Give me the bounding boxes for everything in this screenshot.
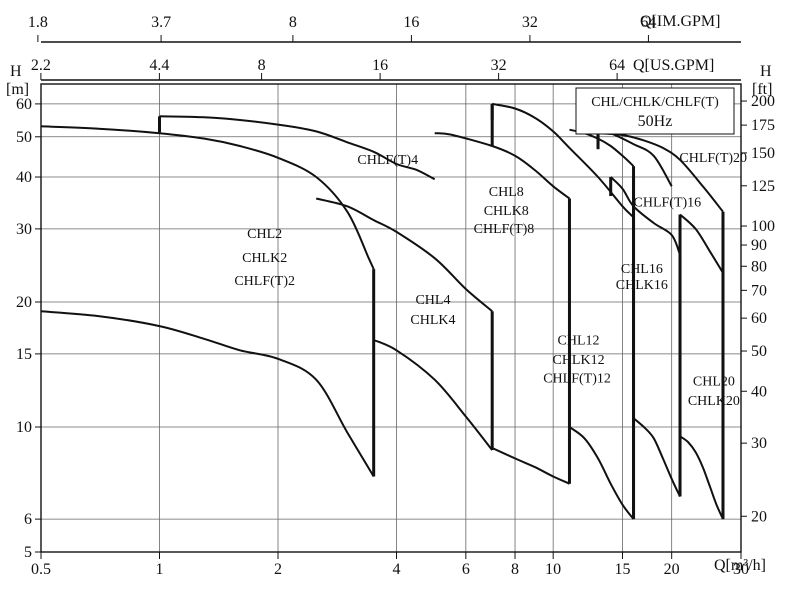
curve-lower-chl8-chlk8-chlf-t-8 xyxy=(491,447,570,485)
top-im-tick-label: 3.7 xyxy=(151,14,171,31)
series-label: CHL8 xyxy=(489,185,524,200)
top-us-tick-label: 64 xyxy=(609,57,625,74)
y-tick-label-right: 90 xyxy=(751,237,767,254)
top-im-tick-label: 16 xyxy=(403,14,419,31)
y-tick-label-right: 70 xyxy=(751,282,767,299)
series-label: CHL20 xyxy=(693,374,735,389)
curve-upper-chlf-t-20 xyxy=(597,132,724,213)
curve-upper-chl4-chlk4 xyxy=(315,197,493,313)
series-label: CHL12 xyxy=(558,334,600,349)
y-tick-label-right: 100 xyxy=(751,218,775,235)
legend-frame xyxy=(575,87,735,135)
y-tick-label-right: 40 xyxy=(751,383,767,400)
top-im-tick-label: 1.8 xyxy=(28,14,48,31)
tick-label-layer: 0.5 1 2 4 6 8 10 15 20 30 5 6 10 15 20 30 40 50 60 20 30 40 50… xyxy=(16,14,775,578)
series-label: CHLF(T)16 xyxy=(634,195,702,210)
curve-lower-chl12-chlk12-chlf-t-12 xyxy=(568,426,635,520)
x-tick-label: 4 xyxy=(393,561,401,578)
series-label: CHLK8 xyxy=(484,204,529,219)
x-tick-label: 0.5 xyxy=(31,561,51,578)
x-tick-label: 20 xyxy=(664,561,680,578)
chart-title: CHL/CHLK/CHLF(T) xyxy=(591,95,719,110)
series-label: CHLK20 xyxy=(688,394,740,409)
x-tick-label: 15 xyxy=(614,561,630,578)
series-label: CHLK2 xyxy=(242,251,287,266)
y-tick-label-left: 15 xyxy=(16,346,32,363)
curve-lower-chl20-chlk20 xyxy=(679,435,724,520)
y-tick-label-left: 60 xyxy=(16,96,32,113)
top-us-tick-label: 32 xyxy=(491,57,507,74)
y-tick-label-left: 30 xyxy=(16,221,32,238)
y-tick-label-left: 5 xyxy=(24,544,32,561)
y-axis-left-unit: [m] xyxy=(6,81,29,98)
top-us-tick-label: 8 xyxy=(258,57,266,74)
top-axis-us-title: Q[US.GPM] xyxy=(633,57,714,74)
y-tick-label-left: 20 xyxy=(16,294,32,311)
curve-upper-chlf-t-8-curve xyxy=(491,102,635,219)
y-axis-left-title: H xyxy=(10,63,22,80)
top-im-tick-label: 8 xyxy=(289,14,297,31)
series-label: CHLF(T)12 xyxy=(543,371,611,386)
x-tick-label: 1 xyxy=(156,561,164,578)
series-label: CHL2 xyxy=(247,227,282,242)
y-tick-label-left: 10 xyxy=(16,419,32,436)
series-label: CHL4 xyxy=(415,293,450,308)
y-axis-right-unit: [ft] xyxy=(752,81,772,98)
chart-subtitle: 50Hz xyxy=(638,113,673,130)
series-label: CHLF(T)2 xyxy=(234,274,295,289)
x-axis-title: Q[m³/h] xyxy=(714,557,766,574)
y-tick-label-right: 175 xyxy=(751,117,775,134)
legend-box: CHL/CHLK/CHLF(T) 50Hz xyxy=(575,87,735,135)
series-label: CHLK4 xyxy=(410,313,455,328)
curve-layer xyxy=(40,102,725,520)
curve-upper-chl16-chlk16 xyxy=(609,176,681,256)
x-tick-label: 8 xyxy=(511,561,519,578)
top-im-tick-label: 64 xyxy=(640,14,656,31)
y-tick-label-left: 6 xyxy=(24,511,32,528)
x-tick-label: 6 xyxy=(462,561,470,578)
y-tick-label-right: 200 xyxy=(751,93,775,110)
x-tick-label: 10 xyxy=(545,561,561,578)
curve-upper-chl8-chlk8-chlf-t-8 xyxy=(434,132,571,200)
annotation-layer: CHLF(T)4 CHL2 CHLK2 CHLF(T)2 CHL4 CHLK4 CHL8 CH… xyxy=(234,151,747,409)
y-tick-label-right: 60 xyxy=(751,310,767,327)
series-label: CHLF(T)8 xyxy=(474,222,535,237)
x-tick-label: 2 xyxy=(274,561,282,578)
grid-layer xyxy=(35,35,747,559)
axis-frames xyxy=(40,41,742,553)
top-im-tick-label: 32 xyxy=(522,14,538,31)
curve-upper-chl2-chlk2-chlf-t-2 xyxy=(40,125,375,270)
y-tick-label-right: 20 xyxy=(751,508,767,525)
top-axis-im-title: Q[IM.GPM] xyxy=(640,13,720,30)
top-us-tick-label: 16 xyxy=(372,57,388,74)
y-tick-label-left: 40 xyxy=(16,169,32,186)
y-tick-label-left: 50 xyxy=(16,129,32,146)
y-tick-label-right: 125 xyxy=(751,178,775,195)
series-label: CHLF(T)4 xyxy=(357,153,418,168)
curve-lower-chl16-chlk16 xyxy=(632,417,681,498)
series-label: CHLK16 xyxy=(616,278,668,293)
y-tick-label-right: 50 xyxy=(751,343,767,360)
series-label: CHLF(T)20 xyxy=(679,151,747,166)
curve-upper-chlf-t-4 xyxy=(159,115,436,181)
y-tick-label-right: 150 xyxy=(751,145,775,162)
top-us-tick-label: 2.2 xyxy=(31,57,51,74)
x-tick-label: 30 xyxy=(733,561,749,578)
curve-upper-chl20-chlk20 xyxy=(679,213,724,274)
series-label: CHL16 xyxy=(621,262,663,277)
curve-lower-chl4-chlk4 xyxy=(373,339,493,451)
top-us-tick-label: 4.4 xyxy=(149,57,169,74)
y-tick-label-right: 80 xyxy=(751,258,767,275)
curve-lower-chl2-chlk2-chlf-t-2 xyxy=(40,310,375,478)
plot-frame xyxy=(40,83,742,553)
y-axis-right-title: H xyxy=(760,63,772,80)
y-tick-label-right: 30 xyxy=(751,435,767,452)
series-label: CHLK12 xyxy=(552,353,604,368)
